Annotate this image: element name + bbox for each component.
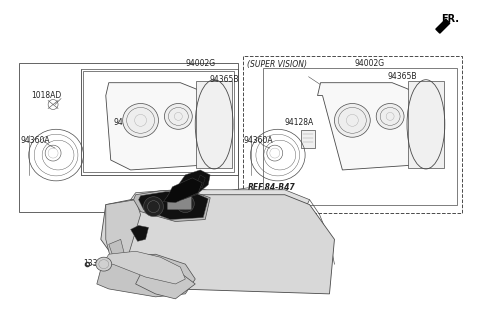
Polygon shape (408, 81, 444, 168)
FancyBboxPatch shape (168, 196, 192, 210)
Ellipse shape (123, 104, 158, 137)
Text: 1018AD: 1018AD (31, 91, 61, 100)
Polygon shape (109, 239, 126, 264)
Ellipse shape (335, 104, 370, 137)
Ellipse shape (96, 257, 112, 271)
Polygon shape (131, 132, 144, 150)
Ellipse shape (376, 104, 404, 129)
Text: 94128A: 94128A (285, 118, 314, 127)
Polygon shape (131, 226, 148, 241)
Text: FR.: FR. (441, 14, 459, 24)
Polygon shape (436, 19, 450, 33)
Text: 94128A: 94128A (114, 118, 143, 127)
Polygon shape (136, 264, 195, 299)
Text: 94002G: 94002G (354, 60, 384, 68)
Polygon shape (173, 170, 210, 200)
Polygon shape (196, 81, 232, 168)
Ellipse shape (165, 104, 192, 129)
Circle shape (144, 197, 164, 216)
Text: 96360M: 96360M (105, 229, 136, 238)
Text: REF.84-B47: REF.84-B47 (248, 183, 296, 192)
Polygon shape (133, 191, 210, 221)
Polygon shape (164, 178, 202, 203)
Polygon shape (106, 200, 141, 259)
Circle shape (176, 195, 194, 213)
Text: 94002G: 94002G (185, 60, 216, 68)
Text: 94365B: 94365B (209, 75, 239, 84)
Text: 1339CC: 1339CC (83, 259, 113, 267)
Text: 94360A: 94360A (20, 136, 50, 145)
Polygon shape (318, 83, 420, 170)
Polygon shape (139, 192, 208, 219)
Polygon shape (106, 83, 210, 170)
Text: (SUPER VISION): (SUPER VISION) (247, 60, 307, 69)
Polygon shape (101, 251, 185, 284)
Polygon shape (101, 195, 335, 294)
Text: 94360A: 94360A (244, 136, 274, 145)
Polygon shape (131, 190, 310, 210)
Polygon shape (196, 175, 205, 188)
Polygon shape (97, 254, 195, 297)
Polygon shape (300, 130, 314, 148)
Text: 94365B: 94365B (387, 72, 417, 81)
